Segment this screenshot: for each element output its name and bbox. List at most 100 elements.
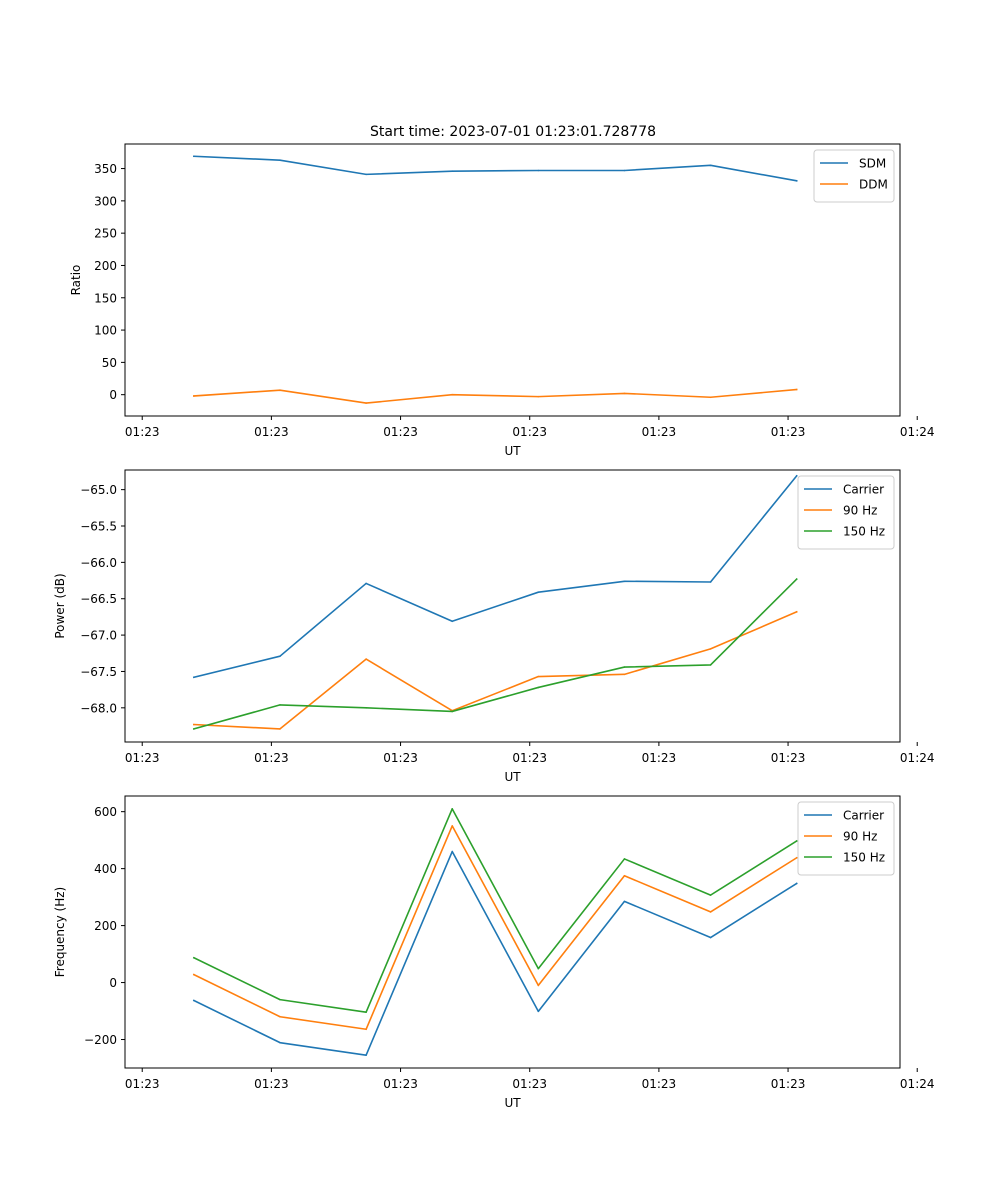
legend-label: Carrier [843,809,884,823]
data-point [709,396,712,399]
legend-label: DDM [859,178,888,192]
x-tick-label: 01:23 [512,1077,547,1091]
data-point [709,936,712,939]
data-point [709,648,712,650]
data-point [795,578,798,580]
x-tick-label: 01:23 [125,751,160,765]
y-axis-label: Power (dB) [53,573,67,638]
data-point [365,402,367,404]
series-line-sdm [193,155,798,182]
x-tick-label: 01:23 [383,425,418,439]
plot-frame [124,469,901,743]
data-point [623,580,626,583]
legend-label: 150 Hz [843,851,885,865]
x-tick-label: 01:23 [771,425,806,439]
y-axis-label: Frequency (Hz) [53,887,67,978]
plot-frame [124,143,901,417]
y-tick-label: 150 [94,291,117,305]
data-point [279,655,281,657]
x-tick-label: 01:23 [254,751,289,765]
data-point [623,874,626,877]
data-point [537,169,540,172]
data-point [365,1011,367,1013]
x-tick-label: 01:23 [383,1077,418,1091]
x-tick-label: 01:23 [642,425,677,439]
data-point [193,155,195,158]
data-point [709,164,712,167]
series-line-carrier [192,850,798,1056]
legend: Carrier 90 Hz 150 Hz [797,801,895,876]
data-point [537,686,540,689]
data-point [279,1041,281,1044]
legend-label: 90 Hz [843,830,877,844]
x-tick-label: 01:24 [900,1077,935,1091]
data-point [193,395,195,397]
y-tick-label: 300 [94,194,117,208]
x-tick-label: 01:23 [254,1077,289,1091]
x-tick-label: 01:23 [642,751,677,765]
data-point [623,858,626,860]
y-tick-label: 600 [94,805,117,819]
x-tick-label: 01:23 [771,751,806,765]
legend-label: 150 Hz [843,525,885,539]
data-point [623,392,626,395]
chart-panel-2: 01:23 01:23 01:23 01:23 01:23 01:23 01:24 −68.0… [53,469,935,784]
x-tick-label: 01:23 [642,1077,677,1091]
data-point [451,710,454,713]
y-tick-label: −68.0 [80,701,117,715]
y-axis-label: Ratio [69,265,83,296]
x-tick-label: 01:23 [125,1077,160,1091]
data-point [365,582,367,585]
data-point [623,673,626,676]
y-tick-label: 200 [94,259,117,273]
y-tick-label: 250 [94,227,117,241]
plot-frame [124,795,901,1069]
data-point [709,894,712,896]
x-tick-label: 01:24 [900,751,935,765]
y-tick-label: 50 [102,356,117,370]
y-tick-label: 0 [109,976,117,990]
data-point [193,728,195,730]
data-point [193,973,195,976]
y-tick-label: 0 [109,388,117,402]
y-tick-label: 400 [94,862,117,876]
data-point [279,159,281,161]
data-point [451,825,454,827]
data-point [537,591,540,593]
data-point [537,675,540,678]
data-point [279,728,281,730]
x-tick-label: 01:23 [254,425,289,439]
data-point [623,169,626,172]
legend-label: SDM [859,157,886,171]
data-point [795,180,798,182]
data-point [365,658,367,660]
data-point [451,620,454,623]
y-tick-label: −66.0 [80,556,117,570]
panels: 01:23 01:23 01:23 01:23 01:23 01:23 01:24 0 50 10… [53,143,935,1110]
y-tick-label: 100 [94,324,117,338]
x-tick-label: 01:24 [900,425,935,439]
chart-panel-3: 01:23 01:23 01:23 01:23 01:23 01:23 01:24 −200 0… [53,795,935,1110]
y-tick-label: −67.5 [80,665,117,679]
data-point [279,704,281,706]
x-tick-label: 01:23 [125,425,160,439]
y-tick-label: 350 [94,162,117,176]
series-line-90-hz [193,610,798,730]
data-point [451,850,454,853]
data-point [193,676,195,679]
data-point [451,393,454,396]
series-line-ddm [193,388,798,404]
x-tick-label: 01:23 [512,751,547,765]
data-point [279,998,281,1001]
data-point [795,857,798,859]
data-point [795,388,798,391]
data-point [365,173,367,176]
chart-panel-1: 01:23 01:23 01:23 01:23 01:23 01:23 01:24 0 50 10… [69,143,935,458]
data-point [193,723,195,726]
data-point [537,395,540,398]
y-tick-label: −65.0 [80,483,117,497]
data-point [279,389,281,391]
data-point [709,581,712,583]
legend-label: Carrier [843,483,884,497]
